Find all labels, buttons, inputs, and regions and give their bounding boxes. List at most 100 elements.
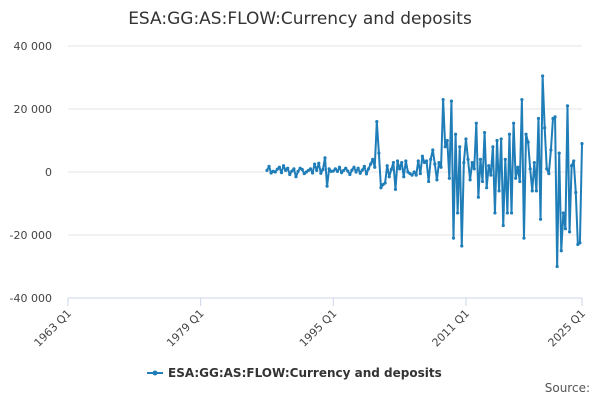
point [547, 171, 551, 176]
point [404, 159, 408, 163]
y-tick-label: 0 [45, 166, 52, 179]
point [416, 159, 420, 163]
x-tick-label: 1963 Q1 [32, 307, 75, 350]
point [348, 172, 352, 177]
point [447, 176, 451, 180]
point [418, 171, 422, 176]
point [420, 154, 425, 158]
point [323, 156, 327, 160]
point [346, 169, 350, 173]
point [362, 164, 366, 168]
point [449, 99, 454, 103]
point [472, 167, 476, 171]
point [373, 165, 377, 169]
point [572, 159, 576, 163]
point [580, 142, 584, 146]
point [574, 190, 578, 195]
point [286, 166, 290, 170]
point [578, 241, 582, 245]
point [317, 161, 321, 165]
point [412, 170, 416, 174]
point [532, 160, 536, 165]
point [296, 169, 300, 173]
point [495, 138, 499, 143]
point [352, 165, 356, 169]
point [433, 162, 437, 166]
point [499, 137, 503, 141]
point [275, 167, 279, 171]
point [344, 166, 348, 170]
point [339, 171, 344, 175]
point [265, 168, 269, 173]
point [366, 167, 371, 171]
point [321, 167, 325, 172]
point [313, 162, 317, 166]
point [543, 126, 547, 130]
point [364, 172, 369, 176]
point [402, 175, 406, 179]
y-tick-label: -40 000 [10, 292, 52, 305]
point [553, 115, 557, 119]
point [319, 171, 323, 175]
point [414, 173, 418, 177]
point [453, 132, 458, 136]
point [462, 160, 466, 165]
source: Source: [545, 381, 590, 395]
point [503, 157, 507, 161]
point [507, 132, 512, 136]
point [497, 189, 501, 193]
point [335, 169, 340, 173]
chart-title: ESA:GG:AS:FLOW:Currency and deposits [128, 9, 472, 29]
point [439, 165, 443, 169]
point [284, 168, 288, 173]
point [333, 167, 337, 171]
point [431, 148, 435, 152]
point [290, 169, 294, 173]
point [538, 217, 543, 221]
point [561, 211, 565, 215]
point [310, 171, 315, 175]
x-tick-label: 1979 Q1 [164, 307, 207, 350]
point [277, 165, 282, 169]
point [518, 179, 522, 184]
point [385, 164, 389, 168]
point [516, 165, 520, 169]
point [325, 184, 329, 188]
point [474, 121, 478, 125]
point [520, 97, 524, 102]
point [557, 151, 561, 155]
point [437, 160, 441, 165]
point [528, 167, 532, 171]
point [480, 179, 485, 184]
point [383, 181, 387, 185]
point [308, 167, 313, 171]
point [478, 157, 483, 161]
point [377, 151, 381, 155]
point [331, 169, 335, 173]
point [489, 173, 493, 177]
point [549, 148, 553, 152]
point [530, 189, 534, 193]
point [354, 170, 358, 174]
point [379, 186, 383, 190]
point [371, 157, 375, 161]
point [368, 162, 373, 166]
point [493, 211, 497, 215]
point [485, 186, 489, 190]
point [300, 167, 304, 172]
point [342, 168, 346, 173]
series-line [266, 74, 583, 268]
point [387, 175, 391, 179]
point [514, 176, 518, 180]
point [501, 223, 505, 228]
point [565, 104, 570, 108]
point [393, 187, 398, 191]
point [288, 172, 292, 177]
point [350, 168, 354, 172]
point [273, 170, 277, 174]
point [391, 160, 395, 165]
point [476, 195, 480, 199]
y-tick-label: 40 000 [14, 40, 53, 53]
point [427, 179, 431, 184]
